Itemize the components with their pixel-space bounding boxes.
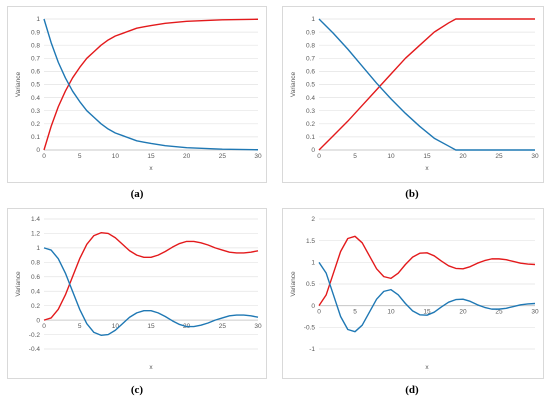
xtick-a-1: 5: [78, 153, 82, 160]
ytick-a-3: 0.3: [31, 108, 40, 115]
xtick-c-1: 5: [78, 323, 82, 330]
xtick-a-4: 20: [183, 153, 191, 160]
xtick-c-0: 0: [42, 323, 46, 330]
ytick-d-6: 2: [311, 216, 315, 223]
ytick-c-2: 0: [36, 317, 40, 324]
ytick-c-9: 1.4: [31, 216, 40, 223]
chart-c-svg: -0.4-0.200.20.40.60.811.21.40 5 10 15 20 25 30…: [15, 216, 262, 371]
ytick-a-0: 0: [36, 147, 40, 154]
ytick-a-7: 0.7: [31, 56, 40, 63]
xtick-b-6: 30: [531, 153, 539, 160]
ytick-c-6: 0.8: [31, 260, 40, 267]
ytick-a-10: 1: [36, 16, 40, 23]
ylabel-b: Variance: [290, 72, 297, 98]
ytick-b-2: 0.2: [306, 121, 315, 128]
series-line-c-0: [43, 232, 259, 321]
caption-a: (a): [130, 188, 144, 200]
caption-d: (d): [405, 384, 419, 396]
xtick-d-2: 10: [387, 309, 395, 316]
series-line-b-0: [318, 18, 535, 151]
xtick-b-1: 5: [353, 153, 357, 160]
ytick-b-9: 0.9: [306, 29, 315, 36]
xtick-d-5: 25: [495, 309, 503, 316]
ytick-b-0: 0: [311, 147, 315, 154]
xtick-a-6: 30: [254, 153, 262, 160]
ytick-a-6: 0.6: [31, 69, 40, 76]
series-line-a-0: [43, 18, 259, 151]
xtick-d-6: 30: [531, 309, 539, 316]
xtick-a-2: 10: [112, 153, 120, 160]
chart-a-svg: 00.10.20.30.40.50.60.70.80.910 5 10 15 20 25 3…: [15, 16, 262, 172]
chart-panel-d: -1 -0.5 0 0.5 1 1.5 2 0 5 10 15 20 25 30 x Variance: [282, 208, 544, 379]
ytick-b-7: 0.7: [306, 56, 315, 63]
xtick-d-0: 0: [317, 309, 321, 316]
xtick-a-5: 25: [219, 153, 227, 160]
ytick-b-10: 1: [311, 16, 315, 23]
ytick-a-1: 0.1: [31, 134, 40, 141]
ylabel-a: Variance: [15, 72, 22, 98]
ytick-a-4: 0.4: [31, 95, 40, 102]
ytick-b-5: 0.5: [306, 82, 315, 89]
xtick-a-0: 0: [42, 153, 46, 160]
ytick-d-2: 0: [311, 303, 315, 310]
series-line-d-0: [318, 235, 536, 307]
xtick-d-4: 20: [459, 309, 467, 316]
ytick-a-2: 0.2: [31, 121, 40, 128]
chart-panel-a: 0 0.1 0.2 0.3 0.4 0.5 0.6 0.7 0.8 0.9 1 0 5 10 15 20 25 3…: [7, 6, 267, 183]
ytick-b-4: 0.4: [306, 95, 315, 102]
ytick-b-6: 0.6: [306, 69, 315, 76]
ytick-b-3: 0.3: [306, 108, 315, 115]
series-line-a-1: [43, 18, 259, 151]
xtick-a-3: 15: [147, 153, 155, 160]
xtick-b-3: 15: [423, 153, 431, 160]
xtick-c-6: 30: [254, 323, 262, 330]
ytick-d-0: -1: [309, 346, 315, 353]
caption-b: (b): [405, 188, 419, 200]
xtick-b-5: 25: [495, 153, 503, 160]
ytick-c-3: 0.2: [31, 303, 40, 310]
ytick-c-4: 0.4: [31, 288, 40, 295]
xtick-d-3: 15: [423, 309, 431, 316]
ylabel-d: Variance: [290, 271, 297, 297]
ytick-d-4: 1: [311, 260, 315, 267]
ytick-d-1: -0.5: [304, 325, 316, 332]
xtick-d-1: 5: [353, 309, 357, 316]
ytick-a-9: 0.9: [31, 29, 40, 36]
xtick-c-5: 25: [219, 323, 227, 330]
chart-panel-c: -0.4 -0.2 0 0.2 0.4 0.6 0.8 1 1.2 1.4 0 5 10 15 20 25 30…: [7, 208, 267, 379]
xtick-c-3: 15: [147, 323, 155, 330]
xtick-b-2: 10: [387, 153, 395, 160]
ytick-c-0: -0.4: [29, 346, 41, 353]
ytick-d-3: 0.5: [306, 281, 315, 288]
ytick-c-1: -0.2: [29, 332, 41, 339]
xtick-c-2: 10: [112, 323, 120, 330]
chart-b-svg: 00.10.20.30.40.50.60.70.80.910 5 10 15 20 25 3…: [290, 16, 539, 172]
series-line-d-1: [318, 261, 536, 333]
chart-panel-b: 0 0.1 0.2 0.3 0.4 0.5 0.6 0.7 0.8 0.9 1 0 5 10 15 20 25 3…: [282, 6, 544, 183]
ytick-c-5: 0.6: [31, 274, 40, 281]
ytick-c-7: 1: [36, 245, 40, 252]
ytick-c-8: 1.2: [31, 231, 40, 238]
ytick-a-8: 0.8: [31, 42, 40, 49]
series-line-b-1: [318, 18, 535, 151]
xlabel-b: x: [425, 165, 429, 172]
xtick-b-4: 20: [459, 153, 467, 160]
caption-c: (c): [130, 384, 144, 396]
xlabel-d: x: [425, 364, 429, 371]
ytick-a-5: 0.5: [31, 82, 40, 89]
ytick-b-1: 0.1: [306, 134, 315, 141]
ytick-d-5: 1.5: [306, 238, 315, 245]
xlabel-a: x: [149, 165, 153, 172]
ytick-b-8: 0.8: [306, 42, 315, 49]
ylabel-c: Variance: [15, 271, 22, 297]
xlabel-c: x: [149, 364, 153, 371]
xtick-b-0: 0: [317, 153, 321, 160]
series-line-c-1: [43, 247, 259, 336]
